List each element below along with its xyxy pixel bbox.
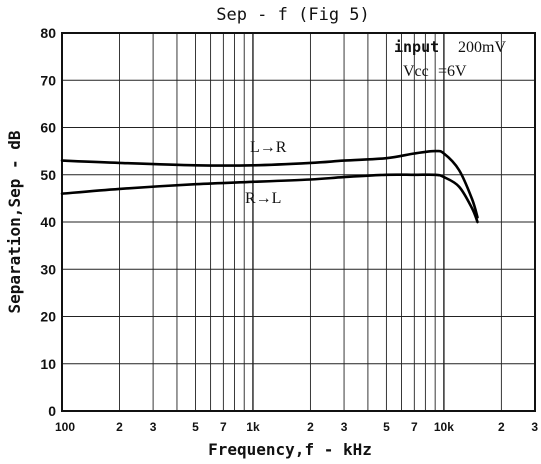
x-tick-label: 7 — [411, 420, 418, 434]
x-tick-label: 5 — [383, 420, 390, 434]
x-tick-label: 3 — [531, 420, 538, 434]
x-tick-label: 2 — [307, 420, 314, 434]
x-tick-label: 7 — [220, 420, 227, 434]
y-tick-label: 20 — [40, 309, 56, 325]
x-tick-label: 10k — [434, 420, 454, 434]
y-tick-label: 70 — [40, 72, 56, 88]
series-label-l-to-r: L→R — [250, 139, 287, 156]
chart-title: Sep - f (Fig 5) — [216, 5, 370, 25]
y-axis-ticks: 0 10 20 30 40 50 60 70 80 — [40, 25, 56, 419]
y-tick-label: 0 — [48, 403, 56, 419]
y-axis-label: Separation,Sep - dB — [5, 130, 24, 313]
vcc-value: =6V — [438, 63, 467, 80]
x-axis-label: Frequency,f - kHz — [208, 440, 372, 459]
conditions-annotation: input 200mV Vcc =6V — [394, 38, 506, 80]
chart-grid — [61, 32, 536, 412]
x-tick-label: 3 — [150, 420, 157, 434]
vcc-label: Vcc — [403, 63, 429, 80]
x-axis-ticks: 100 2 3 5 7 1k 2 3 5 7 10k 2 3 — [55, 420, 538, 434]
y-tick-label: 60 — [40, 120, 56, 136]
x-tick-label: 1k — [246, 420, 260, 434]
y-tick-label: 50 — [40, 167, 56, 183]
y-tick-label: 80 — [40, 25, 56, 41]
x-tick-label: 3 — [341, 420, 348, 434]
y-tick-label: 40 — [40, 214, 56, 230]
series-line-l-to-r — [60, 149, 479, 219]
input-label: input — [394, 38, 439, 56]
series-lines — [60, 149, 479, 224]
series-label-r-to-l: R→L — [245, 190, 281, 207]
y-tick-label: 10 — [40, 356, 56, 372]
x-tick-label: 2 — [116, 420, 123, 434]
x-tick-label: 2 — [498, 420, 505, 434]
input-value: 200mV — [458, 39, 506, 56]
y-tick-label: 30 — [40, 261, 56, 277]
x-tick-label: 5 — [192, 420, 199, 434]
x-tick-label: 100 — [55, 420, 75, 434]
series-line-r-to-l — [60, 173, 479, 224]
plot-frame — [61, 32, 536, 412]
